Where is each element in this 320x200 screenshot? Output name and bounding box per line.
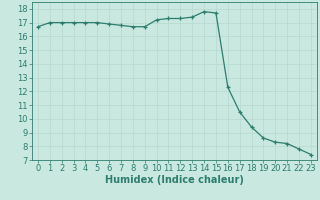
X-axis label: Humidex (Indice chaleur): Humidex (Indice chaleur)	[105, 175, 244, 185]
